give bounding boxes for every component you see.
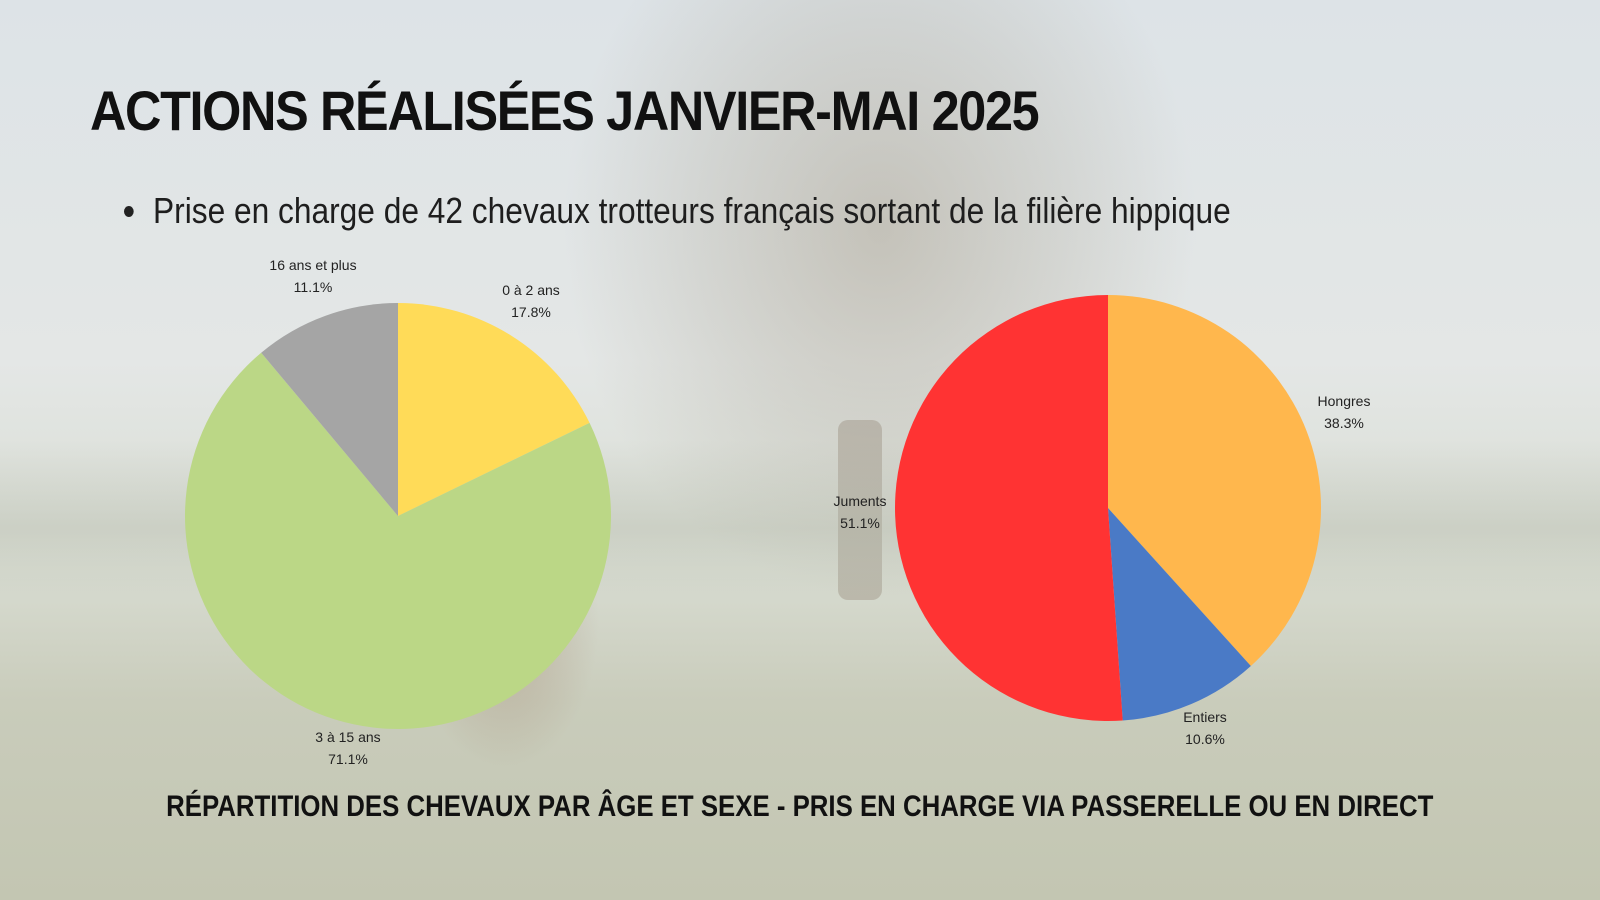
slice-value-3-a-15-ans: 71.1% [328, 751, 368, 767]
slice-label-16-ans-et-plus: 16 ans et plus [269, 257, 356, 273]
chart-caption: RÉPARTITION DES CHEVAUX PAR ÂGE ET SEXE … [0, 790, 1600, 824]
slide-title: ACTIONS RÉALISÉES JANVIER-MAI 2025 [90, 79, 1040, 142]
slice-value-0-a-2-ans: 17.8% [511, 304, 551, 320]
pie-slice-entiers [1108, 508, 1251, 721]
slice-value-juments: 51.1% [840, 515, 880, 531]
slice-value-entiers: 10.6% [1185, 731, 1225, 747]
pie-slice-3-a-15-ans [184, 352, 611, 729]
bullet-dot [124, 205, 134, 217]
slice-label-juments: Juments [834, 493, 887, 509]
pie-slice-hongres [1108, 295, 1322, 666]
slice-label-3-a-15-ans: 3 à 15 ans [315, 729, 380, 745]
slice-label-hongres: Hongres [1318, 393, 1371, 409]
slice-label-0-a-2-ans: 0 à 2 ans [502, 282, 560, 298]
slice-label-entiers: Entiers [1183, 709, 1227, 725]
background-tree-trunk [838, 420, 882, 600]
caption-text: RÉPARTITION DES CHEVAUX PAR ÂGE ET SEXE … [166, 790, 1434, 823]
bullet-text: Prise en charge de 42 chevaux trotteurs … [153, 190, 1231, 231]
pie-slice-16-ans-et-plus [261, 303, 398, 516]
pie-slice-juments [895, 295, 1123, 721]
bullet-item: Prise en charge de 42 chevaux trotteurs … [124, 190, 1231, 232]
slice-value-hongres: 38.3% [1324, 415, 1364, 431]
pie-slice-0-a-2-ans [398, 303, 590, 516]
slice-value-16-ans-et-plus: 11.1% [294, 279, 333, 295]
